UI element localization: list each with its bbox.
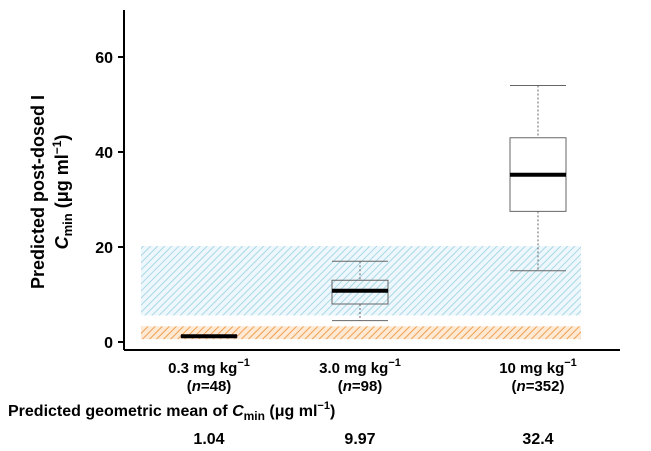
y-axis-label-unit: (μg ml (52, 154, 72, 213)
category-n-label: (n=352) (512, 378, 565, 395)
geomean-label-prefix: Predicted geometric mean of (8, 403, 232, 420)
box-3 (509, 85, 567, 272)
box-series (180, 85, 567, 339)
geomean-value: 1.04 (193, 431, 224, 448)
geomean-values: 1.04 9.97 32.4 (193, 431, 553, 448)
y-tick-label: 60 (95, 50, 113, 67)
y-axis-label-sub: min (60, 213, 75, 236)
y-tick-label: 20 (95, 240, 113, 257)
y-axis-label: Predicted post-dosed I Cmin (μg ml−1) (28, 95, 75, 289)
category-dose-label: 3.0 mg kg−1 (319, 357, 401, 377)
category-dose-label: 0.3 mg kg−1 (168, 357, 250, 377)
y-axis-label-line2: Cmin (μg ml−1) (50, 135, 75, 250)
y-axis-label-sup: −1 (50, 140, 64, 154)
category-n-label: (n=98) (338, 378, 383, 395)
geomean-label-var: C (232, 403, 244, 420)
geomean-label: Predicted geometric mean of Cmin (μg ml−… (8, 400, 335, 423)
y-ticks: 0 20 40 60 (95, 50, 124, 352)
geomean-label-sup: −1 (317, 400, 330, 412)
y-axis-label-line1: Predicted post-dosed I (28, 95, 48, 289)
geomean-value: 9.97 (344, 431, 375, 448)
box-2 (331, 260, 389, 322)
category-n-label: (n=48) (187, 378, 232, 395)
y-tick-label: 0 (104, 335, 113, 352)
geomean-value: 32.4 (522, 431, 553, 448)
y-tick-label: 40 (95, 145, 113, 162)
y-axis-label-var: C (52, 235, 72, 249)
reference-band-2 (141, 326, 581, 340)
y-axis-label-close: ) (52, 135, 72, 141)
x-category-labels: 0.3 mg kg−1(n=48) 3.0 mg kg−1(n=98) 10 mg … (168, 357, 577, 395)
geomean-label-sub: min (244, 409, 265, 423)
geomean-label-close: ) (330, 403, 335, 420)
category-dose-label: 10 mg kg−1 (499, 357, 577, 377)
geomean-label-unit: (μg ml (265, 403, 317, 420)
box-1 (180, 334, 238, 339)
